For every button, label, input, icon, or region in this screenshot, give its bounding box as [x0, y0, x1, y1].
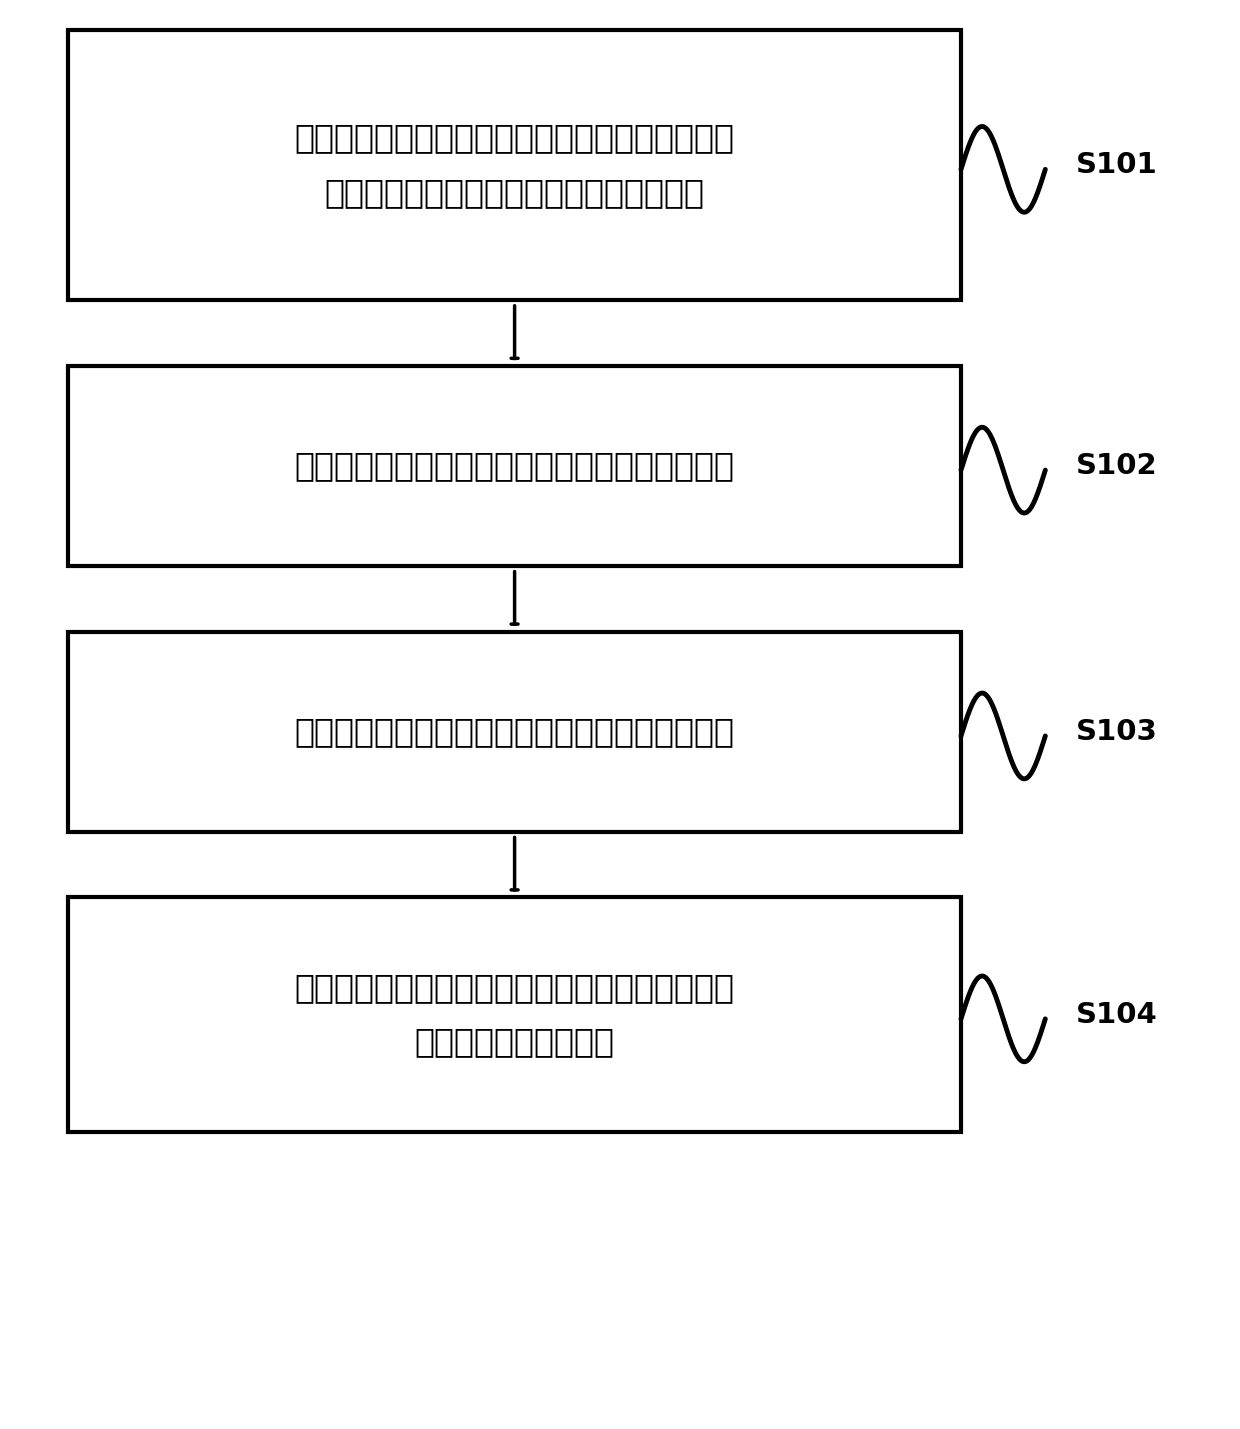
Text: S101: S101: [1076, 151, 1158, 179]
Text: 通过第一诊断单元获取所述流场内的平动温度值；: 通过第一诊断单元获取所述流场内的平动温度值；: [295, 449, 734, 483]
Text: S103: S103: [1076, 717, 1158, 746]
Bar: [68, 632, 961, 832]
Text: 通过第二诊断单元获取所述流场内的电子温度值；: 通过第二诊断单元获取所述流场内的电子温度值；: [295, 714, 734, 749]
Text: S104: S104: [1076, 1000, 1158, 1029]
Text: 在实验舱中形成用于考核试验模型的流场；: 在实验舱中形成用于考核试验模型的流场；: [325, 176, 704, 209]
Bar: [68, 366, 961, 566]
Bar: [68, 897, 961, 1132]
Text: S102: S102: [1076, 452, 1158, 480]
Text: 根据所述平动温度值和所述电子温度值对所述流场: 根据所述平动温度值和所述电子温度值对所述流场: [295, 970, 734, 1005]
Bar: [68, 30, 961, 300]
Text: 使高频感应等离子加热器内产生的等离子体经喷管: 使高频感应等离子加热器内产生的等离子体经喷管: [295, 121, 734, 154]
Text: 进行非平衡性的评估。: 进行非平衡性的评估。: [414, 1025, 615, 1059]
